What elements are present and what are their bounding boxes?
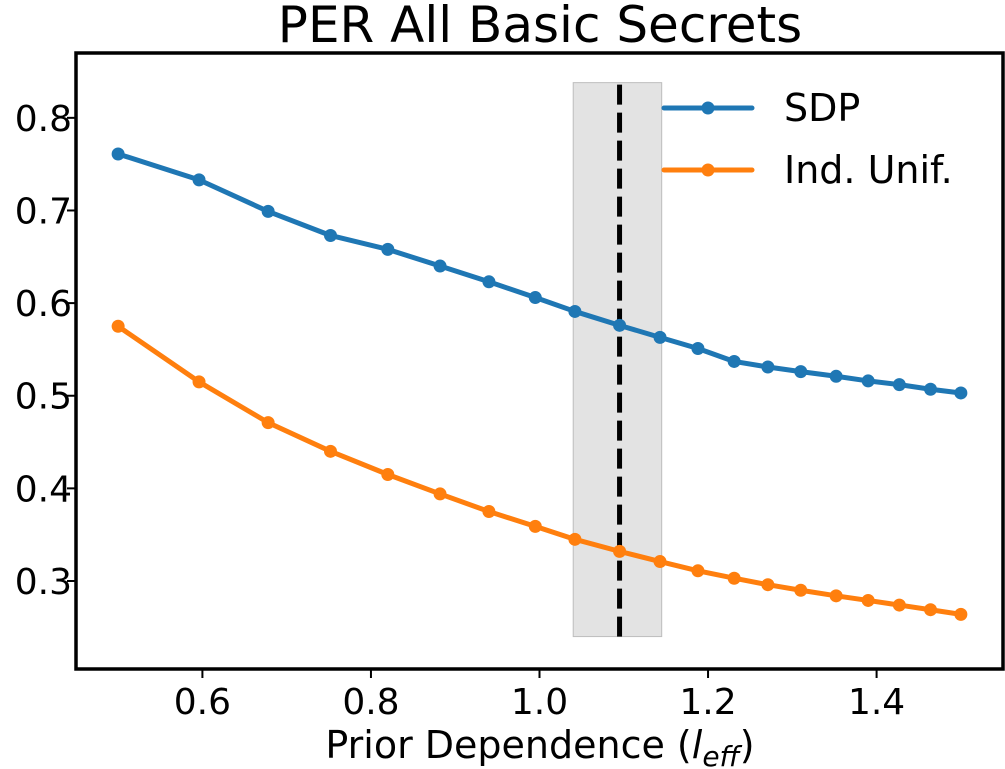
legend-marker (701, 163, 715, 177)
data-point (528, 519, 542, 533)
data-point (324, 228, 338, 242)
y-tick-label: 0.6 (15, 284, 72, 325)
data-point (829, 369, 843, 383)
data-point (568, 304, 582, 318)
data-point (482, 505, 496, 519)
data-point (829, 589, 843, 603)
y-tick-label: 0.7 (15, 191, 72, 232)
data-point (381, 242, 395, 256)
data-point (924, 603, 938, 617)
y-tick-label: 0.4 (15, 469, 72, 510)
data-point (528, 291, 542, 305)
data-point (381, 467, 395, 481)
data-point (761, 578, 775, 592)
data-point (653, 555, 667, 569)
legend-marker (701, 101, 715, 115)
data-point (111, 147, 125, 161)
data-point (892, 378, 906, 392)
data-point (568, 532, 582, 546)
data-point (924, 382, 938, 396)
data-point (433, 259, 447, 273)
legend: SDP Ind. Unif. (661, 86, 953, 192)
x-axis-label-close: ) (740, 723, 755, 767)
x-tick-label: 0.8 (342, 682, 399, 723)
data-point (727, 571, 741, 585)
data-point (691, 341, 705, 355)
data-point (861, 593, 875, 607)
data-point (192, 375, 206, 389)
y-tick-label: 0.8 (15, 99, 72, 140)
plot-area (111, 78, 968, 638)
x-tick-label: 1.0 (511, 682, 568, 723)
chart-title: PER All Basic Secrets (278, 0, 802, 54)
data-point (613, 318, 627, 332)
x-tick-label: 0.6 (174, 682, 231, 723)
data-point (892, 598, 906, 612)
data-point (727, 354, 741, 368)
data-point (433, 487, 447, 501)
legend-label: SDP (784, 86, 860, 130)
x-axis-label-subscript: eff (702, 740, 742, 769)
data-point (653, 330, 667, 344)
data-point (954, 386, 968, 400)
y-tick-label: 0.5 (15, 377, 72, 418)
data-point (954, 607, 968, 621)
series-1 (111, 147, 968, 400)
x-axis-label-symbol: l (692, 723, 703, 767)
data-point (192, 173, 206, 187)
data-point (482, 275, 496, 289)
data-point (613, 544, 627, 558)
axes-frame (74, 51, 1005, 671)
data-point (324, 444, 338, 458)
x-axis-label-main: Prior Dependence ( (325, 723, 691, 767)
legend-label: Ind. Unif. (784, 148, 953, 192)
series-2 (111, 319, 968, 621)
data-point (761, 360, 775, 374)
y-axis: 0.3 0.4 0.5 0.6 0.7 0.8 (15, 99, 76, 603)
data-point (794, 365, 808, 379)
series-line (115, 323, 964, 617)
data-point (261, 416, 275, 430)
data-point (261, 204, 275, 218)
x-axis-label: Prior Dependence (leff) (325, 723, 754, 769)
data-point (794, 583, 808, 597)
data-point (691, 564, 705, 578)
legend-item: Ind. Unif. (661, 148, 953, 192)
data-point (111, 319, 125, 333)
legend-item: SDP (661, 86, 860, 130)
x-tick-label: 1.2 (679, 682, 736, 723)
data-point (861, 374, 875, 388)
x-axis: 0.6 0.8 1.0 1.2 1.4 (174, 669, 905, 723)
y-tick-label: 0.3 (15, 562, 72, 603)
x-tick-label: 1.4 (848, 682, 905, 723)
